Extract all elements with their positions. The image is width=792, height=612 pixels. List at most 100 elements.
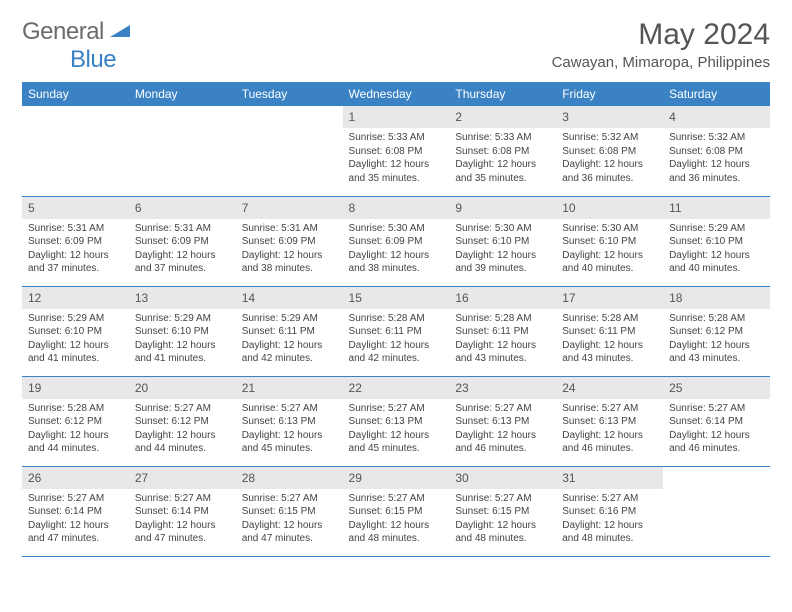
- sunset-line: Sunset: 6:09 PM: [349, 235, 444, 249]
- calendar-cell: 15Sunrise: 5:28 AMSunset: 6:11 PMDayligh…: [343, 286, 450, 376]
- sunset-line: Sunset: 6:08 PM: [455, 145, 550, 159]
- sunrise-value: 5:31 AM: [174, 223, 211, 234]
- daylight-label: Daylight:: [242, 250, 284, 261]
- sunset-line: Sunset: 6:10 PM: [562, 235, 657, 249]
- sunset-line: Sunset: 6:13 PM: [349, 415, 444, 429]
- day-number: 29: [343, 467, 450, 489]
- sunset-label: Sunset:: [242, 326, 279, 337]
- sunset-value: 6:15 PM: [385, 506, 422, 517]
- sunset-label: Sunset:: [669, 326, 706, 337]
- sunrise-line: Sunrise: 5:27 AM: [242, 492, 337, 506]
- daylight-label: Daylight:: [562, 159, 604, 170]
- daylight-line: Daylight: 12 hours and 46 minutes.: [455, 429, 550, 456]
- sunrise-line: Sunrise: 5:27 AM: [562, 492, 657, 506]
- sunrise-value: 5:28 AM: [495, 313, 532, 324]
- sunset-line: Sunset: 6:09 PM: [135, 235, 230, 249]
- day-number: 20: [129, 377, 236, 399]
- day-number: 9: [449, 197, 556, 219]
- sunrise-line: Sunrise: 5:27 AM: [455, 492, 550, 506]
- sunrise-label: Sunrise:: [562, 132, 601, 143]
- sunset-label: Sunset:: [455, 416, 492, 427]
- logo-text-blue: Blue: [70, 46, 116, 73]
- daylight-label: Daylight:: [242, 520, 284, 531]
- daylight-line: Daylight: 12 hours and 41 minutes.: [135, 339, 230, 366]
- daylight-line: Daylight: 12 hours and 48 minutes.: [349, 519, 444, 546]
- sunset-label: Sunset:: [455, 146, 492, 157]
- sunrise-value: 5:28 AM: [602, 313, 639, 324]
- sunset-value: 6:10 PM: [599, 236, 636, 247]
- sunset-label: Sunset:: [669, 146, 706, 157]
- sunset-value: 6:09 PM: [65, 236, 102, 247]
- sunrise-line: Sunrise: 5:33 AM: [455, 131, 550, 145]
- sunset-label: Sunset:: [28, 416, 65, 427]
- sunrise-line: Sunrise: 5:32 AM: [562, 131, 657, 145]
- logo-text-general: General: [22, 18, 104, 45]
- weekday-header: Sunday: [22, 82, 129, 106]
- sunrise-label: Sunrise:: [349, 132, 388, 143]
- sunrise-line: Sunrise: 5:31 AM: [135, 222, 230, 236]
- sunrise-line: Sunrise: 5:27 AM: [135, 492, 230, 506]
- daylight-line: Daylight: 12 hours and 42 minutes.: [242, 339, 337, 366]
- daylight-line: Daylight: 12 hours and 48 minutes.: [562, 519, 657, 546]
- sunrise-value: 5:27 AM: [602, 403, 639, 414]
- day-body: Sunrise: 5:27 AMSunset: 6:14 PMDaylight:…: [22, 492, 129, 550]
- day-number: 18: [663, 287, 770, 309]
- day-number: 28: [236, 467, 343, 489]
- sunset-value: 6:08 PM: [492, 146, 529, 157]
- sunrise-line: Sunrise: 5:28 AM: [562, 312, 657, 326]
- day-body: Sunrise: 5:27 AMSunset: 6:15 PMDaylight:…: [236, 492, 343, 550]
- sunset-value: 6:15 PM: [278, 506, 315, 517]
- sunset-label: Sunset:: [242, 236, 279, 247]
- sunrise-line: Sunrise: 5:29 AM: [669, 222, 764, 236]
- day-body: Sunrise: 5:30 AMSunset: 6:10 PMDaylight:…: [556, 222, 663, 280]
- day-number: 23: [449, 377, 556, 399]
- sunset-value: 6:12 PM: [706, 326, 743, 337]
- sunrise-value: 5:28 AM: [709, 313, 746, 324]
- sunrise-label: Sunrise:: [349, 313, 388, 324]
- daylight-label: Daylight:: [562, 250, 604, 261]
- day-number: 30: [449, 467, 556, 489]
- sunset-line: Sunset: 6:12 PM: [135, 415, 230, 429]
- sunset-line: Sunset: 6:10 PM: [669, 235, 764, 249]
- calendar-cell: 22Sunrise: 5:27 AMSunset: 6:13 PMDayligh…: [343, 376, 450, 466]
- sunrise-label: Sunrise:: [242, 403, 281, 414]
- day-body: Sunrise: 5:27 AMSunset: 6:13 PMDaylight:…: [236, 402, 343, 460]
- sunrise-label: Sunrise:: [135, 403, 174, 414]
- sunset-label: Sunset:: [349, 326, 386, 337]
- sunset-label: Sunset:: [669, 416, 706, 427]
- daylight-label: Daylight:: [669, 430, 711, 441]
- sunrise-label: Sunrise:: [669, 403, 708, 414]
- sunset-line: Sunset: 6:11 PM: [242, 325, 337, 339]
- sunrise-label: Sunrise:: [455, 403, 494, 414]
- sunrise-line: Sunrise: 5:27 AM: [455, 402, 550, 416]
- daylight-line: Daylight: 12 hours and 39 minutes.: [455, 249, 550, 276]
- sunset-line: Sunset: 6:14 PM: [135, 505, 230, 519]
- daylight-line: Daylight: 12 hours and 38 minutes.: [349, 249, 444, 276]
- calendar-cell: 25Sunrise: 5:27 AMSunset: 6:14 PMDayligh…: [663, 376, 770, 466]
- calendar-cell: 11Sunrise: 5:29 AMSunset: 6:10 PMDayligh…: [663, 196, 770, 286]
- sunrise-label: Sunrise:: [455, 493, 494, 504]
- day-body: Sunrise: 5:29 AMSunset: 6:10 PMDaylight:…: [129, 312, 236, 370]
- calendar-cell: 31 Sunrise: 5:27 AMSunset: 6:16 PMDayligh…: [556, 466, 663, 556]
- sunset-label: Sunset:: [135, 236, 172, 247]
- daylight-label: Daylight:: [135, 430, 177, 441]
- day-body: Sunrise: 5:27 AMSunset: 6:15 PMDaylight:…: [343, 492, 450, 550]
- daylight-label: Daylight:: [242, 430, 284, 441]
- daylight-label: Daylight:: [349, 430, 391, 441]
- sunset-line: Sunset: 6:13 PM: [242, 415, 337, 429]
- sunset-value: 6:15 PM: [492, 506, 529, 517]
- daylight-line: Daylight: 12 hours and 42 minutes.: [349, 339, 444, 366]
- sunrise-value: 5:28 AM: [67, 403, 104, 414]
- sunrise-label: Sunrise:: [455, 223, 494, 234]
- sunset-line: Sunset: 6:14 PM: [669, 415, 764, 429]
- sunrise-line: Sunrise: 5:30 AM: [562, 222, 657, 236]
- day-number: 31: [556, 467, 663, 489]
- daylight-label: Daylight:: [669, 340, 711, 351]
- daylight-label: Daylight:: [28, 520, 70, 531]
- sunset-value: 6:09 PM: [278, 236, 315, 247]
- sunrise-label: Sunrise:: [28, 403, 67, 414]
- sunset-value: 6:13 PM: [599, 416, 636, 427]
- sunrise-line: Sunrise: 5:31 AM: [242, 222, 337, 236]
- day-body: Sunrise: 5:27 AMSunset: 6:16 PMDaylight:…: [556, 492, 663, 550]
- sunrise-value: 5:33 AM: [388, 132, 425, 143]
